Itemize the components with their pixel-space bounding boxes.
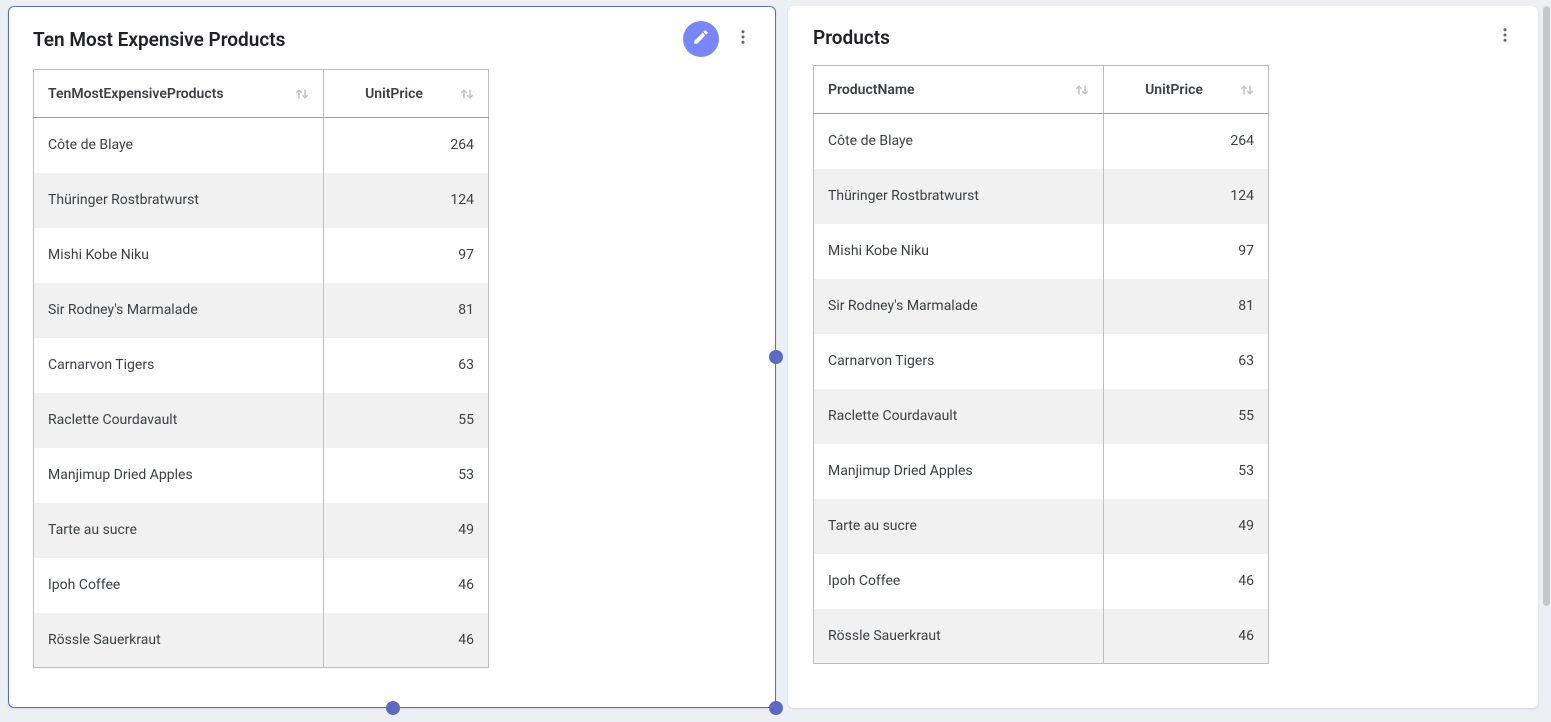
sort-icon bbox=[1073, 81, 1091, 99]
table-row[interactable]: Manjimup Dried Apples53 bbox=[34, 448, 489, 503]
cell-price: 46 bbox=[1104, 609, 1269, 664]
table-row[interactable]: Carnarvon Tigers63 bbox=[814, 334, 1269, 389]
widget-header: Ten Most Expensive Products bbox=[9, 7, 775, 63]
table-row[interactable]: Thüringer Rostbratwurst124 bbox=[34, 173, 489, 228]
table-row[interactable]: Raclette Courdavault55 bbox=[814, 389, 1269, 444]
cell-price: 97 bbox=[1104, 224, 1269, 279]
cell-price: 46 bbox=[324, 613, 489, 668]
table-row[interactable]: Rössle Sauerkraut46 bbox=[814, 609, 1269, 664]
column-header-name[interactable]: TenMostExpensiveProducts bbox=[34, 70, 324, 118]
cell-name: Mishi Kobe Niku bbox=[34, 228, 324, 283]
widget-body: TenMostExpensiveProducts UnitPrice bbox=[9, 63, 775, 705]
resize-handle-corner[interactable] bbox=[769, 701, 783, 715]
cell-price: 46 bbox=[1104, 554, 1269, 609]
widget-products[interactable]: Products ProductName bbox=[788, 6, 1538, 708]
cell-price: 264 bbox=[324, 118, 489, 173]
column-header-label: TenMostExpensiveProducts bbox=[48, 86, 224, 102]
cell-name: Tarte au sucre bbox=[814, 499, 1104, 554]
column-header-name[interactable]: ProductName bbox=[814, 66, 1104, 114]
widget-title: Products bbox=[813, 26, 1481, 49]
cell-price: 63 bbox=[324, 338, 489, 393]
table-row[interactable]: Mishi Kobe Niku97 bbox=[814, 224, 1269, 279]
cell-price: 124 bbox=[1104, 169, 1269, 224]
pencil-icon bbox=[692, 28, 710, 50]
cell-name: Raclette Courdavault bbox=[814, 389, 1104, 444]
table-row[interactable]: Carnarvon Tigers63 bbox=[34, 338, 489, 393]
cell-price: 63 bbox=[1104, 334, 1269, 389]
cell-name: Thüringer Rostbratwurst bbox=[34, 173, 324, 228]
column-header-label: UnitPrice bbox=[1118, 82, 1230, 98]
cell-price: 55 bbox=[1104, 389, 1269, 444]
cell-name: Carnarvon Tigers bbox=[814, 334, 1104, 389]
table-row[interactable]: Ipoh Coffee46 bbox=[34, 558, 489, 613]
table-row[interactable]: Tarte au sucre49 bbox=[814, 499, 1269, 554]
data-table-right: ProductName UnitPrice bbox=[813, 65, 1269, 664]
more-vert-icon bbox=[1496, 26, 1514, 48]
page-scrollbar-thumb[interactable] bbox=[1543, 6, 1550, 606]
cell-name: Côte de Blaye bbox=[34, 118, 324, 173]
cell-price: 46 bbox=[324, 558, 489, 613]
cell-name: Rössle Sauerkraut bbox=[34, 613, 324, 668]
cell-name: Mishi Kobe Niku bbox=[814, 224, 1104, 279]
cell-name: Sir Rodney's Marmalade bbox=[34, 283, 324, 338]
edit-button[interactable] bbox=[683, 21, 719, 57]
cell-name: Tarte au sucre bbox=[34, 503, 324, 558]
cell-price: 264 bbox=[1104, 114, 1269, 169]
table-body-left: Côte de Blaye264Thüringer Rostbratwurst1… bbox=[34, 118, 489, 668]
column-header-price[interactable]: UnitPrice bbox=[324, 70, 489, 118]
cell-price: 81 bbox=[1104, 279, 1269, 334]
table-row[interactable]: Sir Rodney's Marmalade81 bbox=[34, 283, 489, 338]
column-header-label: UnitPrice bbox=[338, 86, 450, 102]
cell-name: Sir Rodney's Marmalade bbox=[814, 279, 1104, 334]
table-row[interactable]: Raclette Courdavault55 bbox=[34, 393, 489, 448]
cell-name: Manjimup Dried Apples bbox=[814, 444, 1104, 499]
table-row[interactable]: Côte de Blaye264 bbox=[814, 114, 1269, 169]
dashboard-canvas[interactable]: Ten Most Expensive Products TenMo bbox=[0, 0, 1551, 722]
table-row[interactable]: Manjimup Dried Apples53 bbox=[814, 444, 1269, 499]
cell-name: Ipoh Coffee bbox=[34, 558, 324, 613]
cell-price: 55 bbox=[324, 393, 489, 448]
column-header-price[interactable]: UnitPrice bbox=[1104, 66, 1269, 114]
resize-handle-bottom[interactable] bbox=[386, 701, 400, 715]
cell-price: 49 bbox=[1104, 499, 1269, 554]
sort-icon bbox=[1238, 81, 1256, 99]
cell-price: 124 bbox=[324, 173, 489, 228]
widget-title: Ten Most Expensive Products bbox=[33, 28, 675, 51]
column-header-label: ProductName bbox=[828, 82, 915, 98]
table-row[interactable]: Mishi Kobe Niku97 bbox=[34, 228, 489, 283]
table-row[interactable]: Ipoh Coffee46 bbox=[814, 554, 1269, 609]
cell-name: Thüringer Rostbratwurst bbox=[814, 169, 1104, 224]
sort-icon bbox=[293, 85, 311, 103]
cell-name: Manjimup Dried Apples bbox=[34, 448, 324, 503]
more-options-button[interactable] bbox=[1489, 21, 1521, 53]
cell-price: 97 bbox=[324, 228, 489, 283]
widget-header: Products bbox=[789, 7, 1537, 59]
cell-name: Côte de Blaye bbox=[814, 114, 1104, 169]
resize-handle-right[interactable] bbox=[769, 350, 783, 364]
table-row[interactable]: Tarte au sucre49 bbox=[34, 503, 489, 558]
cell-name: Carnarvon Tigers bbox=[34, 338, 324, 393]
more-options-button[interactable] bbox=[727, 23, 759, 55]
table-row[interactable]: Côte de Blaye264 bbox=[34, 118, 489, 173]
widget-ten-most-expensive[interactable]: Ten Most Expensive Products TenMo bbox=[8, 6, 776, 708]
widget-body: ProductName UnitPrice bbox=[789, 59, 1537, 701]
cell-price: 81 bbox=[324, 283, 489, 338]
data-table-left: TenMostExpensiveProducts UnitPrice bbox=[33, 69, 489, 668]
table-body-right: Côte de Blaye264Thüringer Rostbratwurst1… bbox=[814, 114, 1269, 664]
table-row[interactable]: Rössle Sauerkraut46 bbox=[34, 613, 489, 668]
cell-price: 53 bbox=[324, 448, 489, 503]
cell-price: 53 bbox=[1104, 444, 1269, 499]
more-vert-icon bbox=[734, 28, 752, 50]
table-row[interactable]: Sir Rodney's Marmalade81 bbox=[814, 279, 1269, 334]
cell-price: 49 bbox=[324, 503, 489, 558]
cell-name: Rössle Sauerkraut bbox=[814, 609, 1104, 664]
sort-icon bbox=[458, 85, 476, 103]
cell-name: Raclette Courdavault bbox=[34, 393, 324, 448]
cell-name: Ipoh Coffee bbox=[814, 554, 1104, 609]
table-row[interactable]: Thüringer Rostbratwurst124 bbox=[814, 169, 1269, 224]
